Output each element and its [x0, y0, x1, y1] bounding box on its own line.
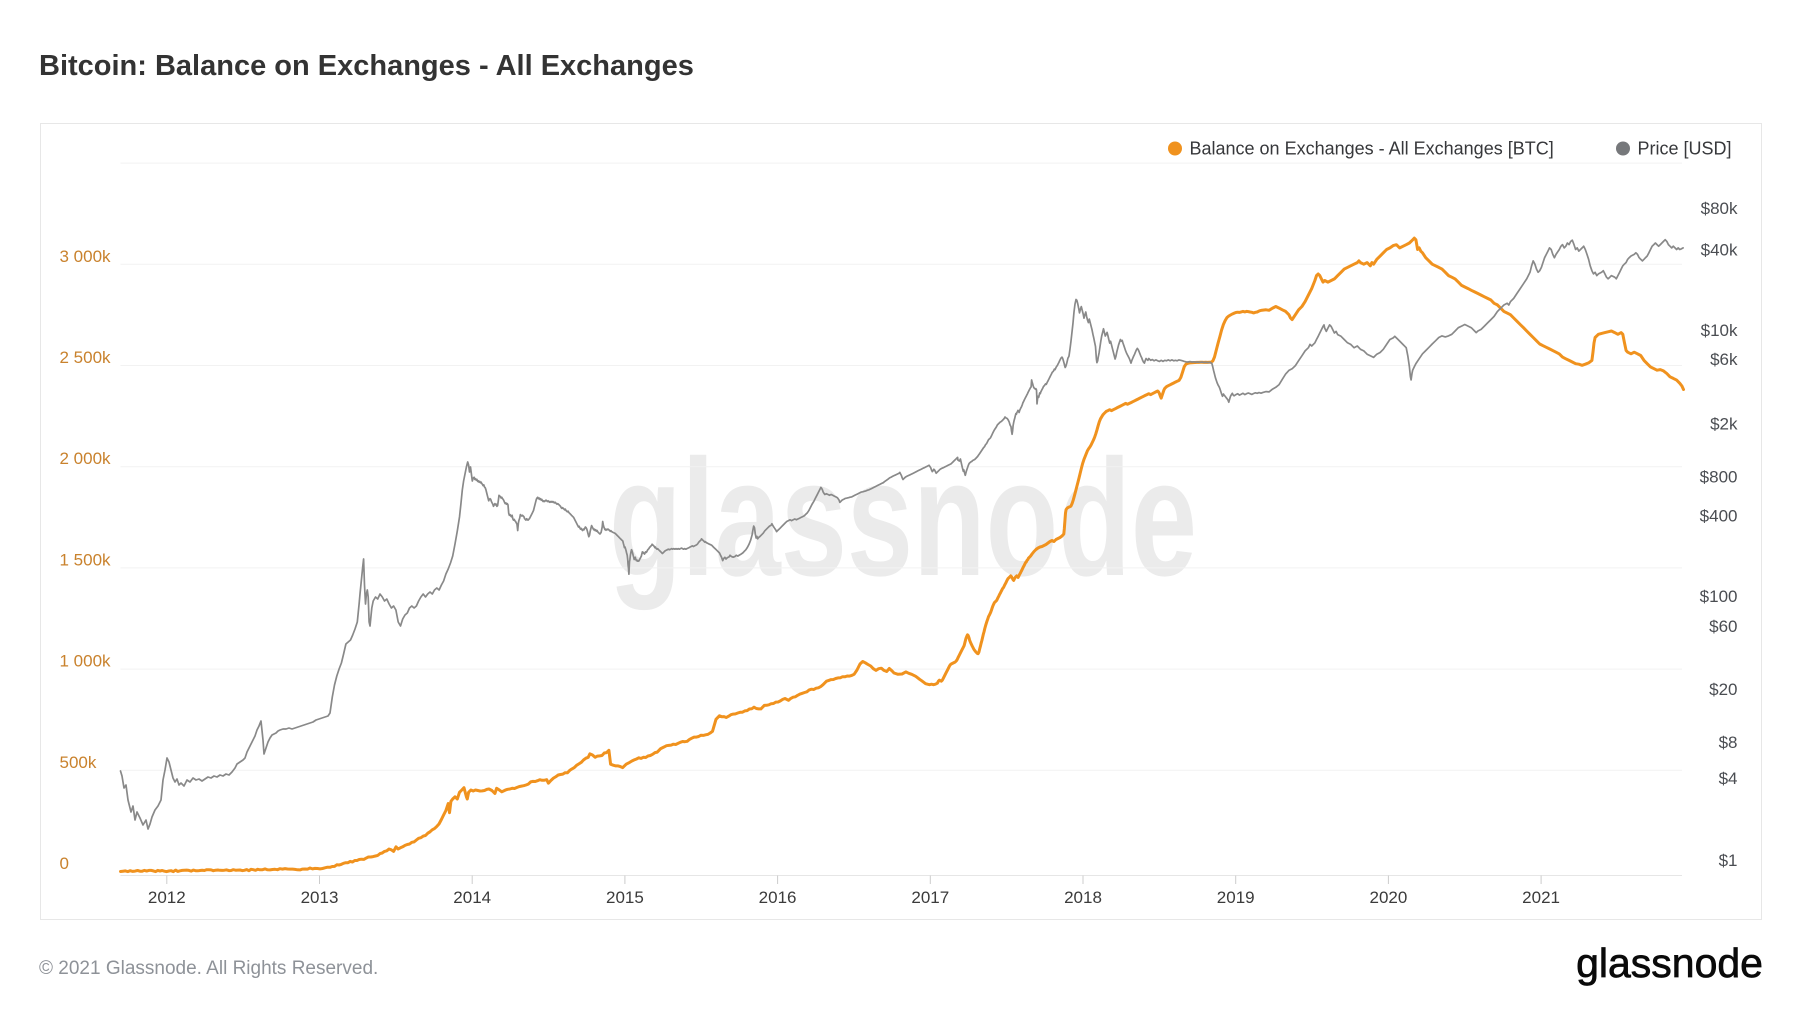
- svg-text:Balance on Exchanges - All Exc: Balance on Exchanges - All Exchanges [BT…: [1190, 139, 1554, 159]
- svg-text:2019: 2019: [1217, 888, 1255, 907]
- svg-text:$8: $8: [1719, 733, 1738, 752]
- svg-text:3 000k: 3 000k: [60, 247, 112, 266]
- svg-text:Bitcoin: Balance on Exchanges: Bitcoin: Balance on Exchanges - All Exch…: [39, 50, 694, 82]
- svg-text:2021: 2021: [1522, 888, 1560, 907]
- svg-text:2 500k: 2 500k: [60, 348, 112, 367]
- svg-text:2 000k: 2 000k: [60, 449, 112, 468]
- svg-text:$800: $800: [1700, 468, 1738, 487]
- svg-text:2017: 2017: [911, 888, 949, 907]
- svg-text:$40k: $40k: [1701, 241, 1738, 260]
- svg-text:2018: 2018: [1064, 888, 1102, 907]
- svg-text:$100: $100: [1700, 587, 1738, 606]
- svg-text:glassnode: glassnode: [1576, 940, 1763, 986]
- svg-text:$6k: $6k: [1710, 350, 1738, 369]
- svg-text:$10k: $10k: [1701, 321, 1738, 340]
- svg-text:© 2021 Glassnode. All Rights R: © 2021 Glassnode. All Rights Reserved.: [39, 958, 378, 979]
- svg-text:$1: $1: [1719, 851, 1738, 870]
- svg-text:$60: $60: [1709, 617, 1737, 636]
- svg-text:2020: 2020: [1369, 888, 1407, 907]
- svg-text:Price [USD]: Price [USD]: [1638, 139, 1732, 159]
- svg-text:1 500k: 1 500k: [60, 550, 112, 569]
- svg-text:2015: 2015: [606, 888, 644, 907]
- svg-text:2012: 2012: [148, 888, 186, 907]
- svg-text:2014: 2014: [453, 888, 491, 907]
- svg-text:0: 0: [60, 854, 69, 873]
- svg-text:$80k: $80k: [1701, 199, 1738, 218]
- svg-text:500k: 500k: [60, 753, 97, 772]
- svg-text:2016: 2016: [759, 888, 797, 907]
- svg-text:glassnode: glassnode: [609, 426, 1197, 611]
- svg-text:$2k: $2k: [1710, 415, 1738, 434]
- svg-text:$20: $20: [1709, 680, 1737, 699]
- svg-text:$4: $4: [1719, 769, 1738, 788]
- svg-text:$400: $400: [1700, 507, 1738, 526]
- svg-text:1 000k: 1 000k: [60, 652, 112, 671]
- svg-text:2013: 2013: [301, 888, 339, 907]
